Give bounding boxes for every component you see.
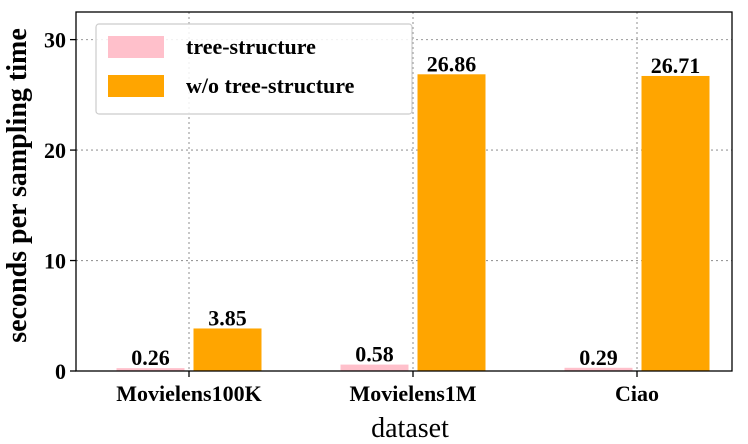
bar-value-label: 26.86: [427, 51, 477, 76]
x-axis-title: dataset: [371, 413, 449, 444]
x-axis-ticks: Movielens100K Movielens1M Ciao: [116, 371, 659, 406]
bar-value-label: 26.71: [651, 53, 701, 78]
y-tick-label: 30: [44, 28, 66, 53]
bar-tree-structure: [340, 364, 409, 371]
legend: tree-structure w/o tree-structure: [95, 23, 413, 115]
legend-swatch-tree-structure: [108, 36, 164, 58]
bar-value-label: 0.26: [131, 345, 170, 370]
legend-label-wo-tree-structure: w/o tree-structure: [186, 73, 355, 98]
y-tick-label: 20: [44, 138, 66, 163]
y-axis-title: seconds per sampling time: [2, 28, 33, 343]
bar-value-label: 0.29: [579, 345, 618, 370]
x-tick-label: Ciao: [615, 381, 659, 406]
bar-tree-structure: [564, 367, 633, 371]
bar-value-label: 0.58: [355, 342, 394, 367]
legend-box: [95, 23, 413, 115]
bar-tree-structure: [116, 368, 185, 371]
bar-wo-tree-structure: [417, 74, 486, 372]
plot-frame: [75, 11, 733, 372]
y-tick-label: 0: [55, 359, 66, 384]
y-axis-ticks: 0 10 20 30: [44, 28, 76, 384]
bar-value-label: 3.85: [208, 305, 247, 330]
x-tick-label: Movielens100K: [116, 381, 261, 406]
bar-wo-tree-structure: [641, 75, 710, 372]
y-tick-label: 10: [44, 249, 66, 274]
bars: [116, 74, 710, 372]
legend-swatch-wo-tree-structure: [108, 75, 164, 97]
legend-label-tree-structure: tree-structure: [186, 34, 316, 59]
value-labels: 0.26 3.85 0.58 26.86 0.29 26.71: [131, 51, 700, 370]
x-tick-label: Movielens1M: [349, 381, 476, 406]
bar-wo-tree-structure: [193, 328, 262, 371]
